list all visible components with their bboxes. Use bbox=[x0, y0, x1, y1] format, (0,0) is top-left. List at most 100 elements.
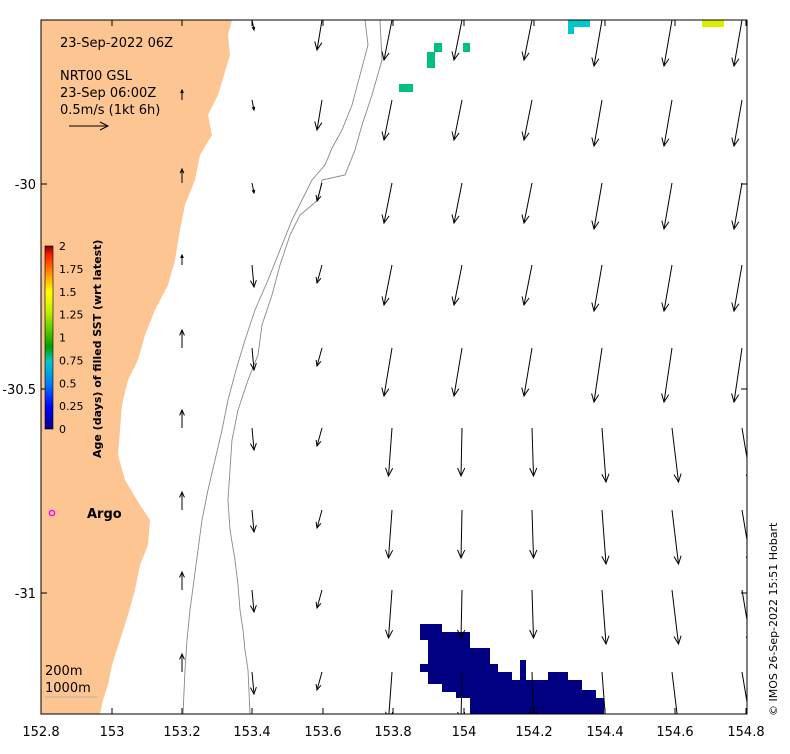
current-arrow bbox=[251, 427, 255, 451]
x-tick-label: 154.8 bbox=[727, 725, 764, 740]
current-arrow bbox=[663, 264, 673, 312]
current-arrow bbox=[460, 671, 463, 714]
current-arrow bbox=[593, 347, 603, 403]
current-arrow bbox=[663, 347, 673, 403]
current-arrow bbox=[383, 347, 393, 397]
current-arrow bbox=[383, 99, 393, 141]
current-arrow bbox=[383, 264, 393, 306]
current-arrow bbox=[671, 671, 678, 714]
current-arrow bbox=[251, 99, 255, 111]
current-arrow bbox=[453, 182, 463, 224]
current-arrow bbox=[601, 671, 606, 714]
x-axis: 152.8 153 153.2 153.4 153.6 153.8 154 154.2 154.… bbox=[22, 20, 765, 740]
date-title: 23-Sep-2022 06Z bbox=[60, 36, 173, 51]
scale-label: 0.5m/s (1kt 6h) bbox=[60, 103, 160, 118]
current-arrow bbox=[316, 20, 323, 51]
current-arrow bbox=[251, 182, 255, 194]
colorbar-tick-label: 1.5 bbox=[59, 286, 77, 299]
contour-1000m bbox=[182, 20, 369, 714]
x-tick-label: 154.6 bbox=[656, 725, 693, 740]
current-arrow bbox=[251, 347, 255, 371]
current-arrow bbox=[733, 20, 743, 67]
current-arrow bbox=[453, 20, 463, 61]
x-tick-label: 153.2 bbox=[163, 725, 200, 740]
current-arrow bbox=[460, 509, 463, 559]
current-arrow bbox=[523, 99, 533, 141]
current-arrow bbox=[460, 589, 463, 639]
product-line1: NRT00 GSL bbox=[60, 69, 133, 84]
current-arrow bbox=[601, 427, 607, 483]
current-arrow bbox=[593, 20, 603, 67]
colorbar-label: Age (days) of filled SST (wrt latest) bbox=[91, 240, 104, 458]
y-tick-label: -31 bbox=[15, 587, 36, 602]
current-arrow bbox=[523, 20, 533, 61]
x-tick-label: 153.8 bbox=[374, 725, 411, 740]
current-arrow bbox=[601, 509, 607, 565]
current-arrow bbox=[316, 589, 323, 609]
current-arrow bbox=[663, 99, 673, 147]
current-arrow bbox=[460, 427, 463, 477]
current-arrow bbox=[531, 589, 534, 639]
x-tick-label: 154 bbox=[452, 725, 477, 740]
colorbar-tick-label: 0.25 bbox=[59, 400, 84, 413]
contour-200m bbox=[227, 20, 383, 714]
current-arrow bbox=[523, 182, 533, 224]
current-arrow bbox=[316, 671, 323, 691]
current-arrow bbox=[251, 509, 255, 533]
sst-age-patches bbox=[399, 20, 724, 714]
colorbar-tick-label: 0.75 bbox=[59, 354, 84, 367]
current-arrow bbox=[388, 427, 393, 477]
land-mass bbox=[41, 20, 232, 714]
current-arrow bbox=[733, 347, 743, 403]
x-tick-label: 153.4 bbox=[233, 725, 270, 740]
plot-frame bbox=[40, 19, 748, 715]
current-arrow bbox=[523, 264, 533, 306]
current-arrow bbox=[663, 20, 673, 67]
current-arrow bbox=[251, 589, 255, 613]
current-arrow bbox=[531, 427, 534, 477]
current-arrow bbox=[733, 182, 743, 230]
colorbar-tick-label: 1.75 bbox=[59, 263, 84, 276]
scale-arrow-icon bbox=[69, 121, 110, 131]
y-axis: -30 -30.5 -31 bbox=[2, 178, 747, 602]
current-arrow bbox=[671, 589, 679, 645]
argo-label: Argo bbox=[87, 507, 122, 522]
colorbar bbox=[44, 245, 54, 430]
y-tick-label: -30.5 bbox=[2, 383, 36, 398]
current-arrow bbox=[316, 509, 323, 529]
x-tick-label: 154.4 bbox=[586, 725, 623, 740]
colorbar-tick-label: 1.25 bbox=[59, 309, 84, 322]
colorbar-tick-label: 2 bbox=[59, 240, 66, 253]
current-arrow bbox=[383, 182, 393, 224]
x-tick-label: 152.8 bbox=[22, 725, 59, 740]
current-arrow bbox=[388, 509, 393, 559]
current-arrow bbox=[593, 264, 603, 312]
colorbar-ticks: 2 1.75 1.5 1.25 1 0.75 0.5 0.25 0 bbox=[59, 240, 84, 436]
current-arrow bbox=[531, 509, 534, 559]
current-arrow bbox=[251, 264, 255, 288]
current-arrow bbox=[593, 182, 603, 230]
current-arrow bbox=[251, 671, 255, 695]
current-arrow bbox=[601, 589, 607, 645]
y-tick-label: -30 bbox=[15, 178, 36, 193]
current-arrow bbox=[663, 182, 673, 230]
colorbar-tick-label: 0.5 bbox=[59, 377, 77, 390]
contour-200-label: 200m bbox=[45, 664, 82, 679]
x-tick-label: 154.2 bbox=[515, 725, 552, 740]
x-tick-label: 153.6 bbox=[304, 725, 341, 740]
product-line2: 23-Sep 06:00Z bbox=[60, 86, 156, 101]
current-arrow bbox=[383, 20, 393, 61]
current-arrow bbox=[388, 589, 393, 639]
colorbar-tick-label: 1 bbox=[59, 332, 66, 345]
current-arrow bbox=[733, 99, 743, 147]
current-arrow bbox=[671, 509, 679, 565]
current-arrow bbox=[531, 671, 534, 714]
current-arrow bbox=[671, 427, 679, 483]
current-arrow bbox=[388, 671, 393, 714]
current-vectors bbox=[179, 20, 747, 714]
x-tick-label: 153 bbox=[100, 725, 125, 740]
current-arrow bbox=[453, 264, 463, 306]
copyright-text: © IMOS 26-Sep-2022 15:51 Hobart bbox=[767, 522, 780, 716]
current-arrow bbox=[316, 182, 323, 202]
current-arrow bbox=[316, 264, 323, 284]
